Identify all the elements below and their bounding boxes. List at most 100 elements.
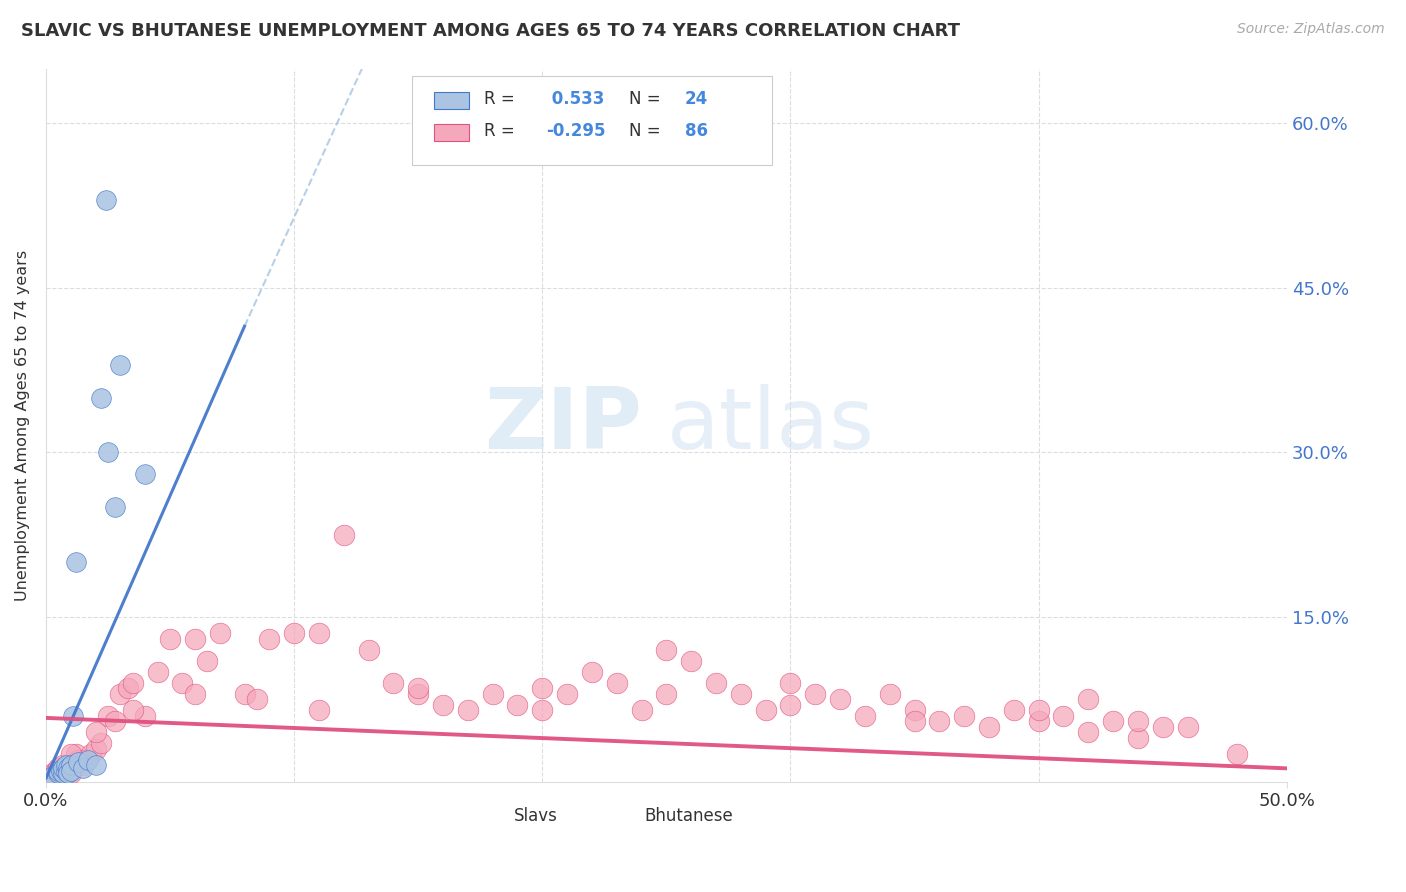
- Point: [42, 765, 65, 780]
- Text: Source: ZipAtlas.com: Source: ZipAtlas.com: [1237, 22, 1385, 37]
- Point: [581, 665, 603, 679]
- Point: [630, 703, 652, 717]
- FancyBboxPatch shape: [412, 76, 772, 165]
- Text: atlas: atlas: [666, 384, 875, 467]
- Point: [59, 764, 82, 778]
- Point: [1177, 720, 1199, 734]
- Point: [830, 692, 852, 706]
- Point: [84, 741, 107, 756]
- Point: [208, 626, 231, 640]
- Point: [406, 681, 429, 696]
- Point: [121, 703, 143, 717]
- Point: [977, 720, 1000, 734]
- Point: [308, 626, 330, 640]
- Point: [58, 761, 80, 775]
- Text: N =: N =: [628, 90, 661, 108]
- Point: [730, 687, 752, 701]
- Point: [55, 758, 77, 772]
- Text: R =: R =: [484, 121, 515, 139]
- Point: [58, 765, 80, 780]
- Point: [481, 687, 503, 701]
- Point: [77, 753, 100, 767]
- Point: [67, 753, 90, 767]
- Point: [79, 747, 101, 761]
- Point: [59, 758, 82, 772]
- Point: [48, 761, 70, 775]
- Point: [52, 765, 75, 780]
- Point: [55, 764, 77, 778]
- Bar: [434, 124, 470, 141]
- Point: [246, 692, 269, 706]
- Point: [432, 698, 454, 712]
- Point: [903, 703, 925, 717]
- Point: [903, 714, 925, 728]
- Point: [59, 747, 82, 761]
- Point: [333, 527, 356, 541]
- Point: [90, 391, 112, 405]
- Point: [406, 687, 429, 701]
- Point: [48, 765, 70, 780]
- Point: [97, 445, 120, 459]
- Text: 0.533: 0.533: [546, 90, 605, 108]
- Point: [121, 675, 143, 690]
- Point: [58, 764, 80, 778]
- Text: ZIP: ZIP: [484, 384, 641, 467]
- Point: [159, 632, 181, 646]
- Y-axis label: Unemployment Among Ages 65 to 74 years: Unemployment Among Ages 65 to 74 years: [15, 250, 30, 600]
- Point: [655, 643, 678, 657]
- Point: [62, 708, 84, 723]
- Point: [65, 747, 87, 761]
- Point: [879, 687, 901, 701]
- Point: [52, 765, 75, 780]
- Point: [172, 675, 194, 690]
- Point: [94, 193, 117, 207]
- Point: [184, 632, 207, 646]
- Point: [308, 703, 330, 717]
- Text: N =: N =: [628, 121, 661, 139]
- Point: [84, 758, 107, 772]
- Point: [804, 687, 827, 701]
- Point: [1126, 731, 1149, 745]
- Point: [506, 698, 529, 712]
- Point: [72, 761, 94, 775]
- Point: [704, 675, 727, 690]
- Point: [1028, 714, 1050, 728]
- Text: -0.295: -0.295: [546, 121, 606, 139]
- Point: [104, 714, 127, 728]
- Point: [49, 764, 72, 778]
- Bar: [481, 809, 508, 824]
- Point: [259, 632, 281, 646]
- Point: [655, 687, 678, 701]
- Point: [97, 708, 120, 723]
- Point: [55, 761, 77, 775]
- Text: Slavs: Slavs: [513, 806, 558, 825]
- Point: [283, 626, 305, 640]
- Point: [457, 703, 479, 717]
- Point: [1126, 714, 1149, 728]
- Point: [104, 500, 127, 515]
- Point: [1002, 703, 1025, 717]
- Point: [606, 675, 628, 690]
- Point: [49, 764, 72, 778]
- Point: [110, 358, 132, 372]
- Point: [853, 708, 876, 723]
- Text: 24: 24: [685, 90, 709, 108]
- Point: [48, 765, 70, 780]
- Text: R =: R =: [484, 90, 515, 108]
- Point: [1226, 747, 1249, 761]
- Point: [1152, 720, 1174, 734]
- Point: [357, 643, 380, 657]
- Point: [531, 681, 554, 696]
- Point: [90, 736, 112, 750]
- Point: [146, 665, 169, 679]
- Text: 86: 86: [685, 121, 709, 139]
- Point: [382, 675, 405, 690]
- Point: [928, 714, 950, 728]
- Point: [555, 687, 578, 701]
- Point: [681, 654, 703, 668]
- Point: [65, 555, 87, 569]
- Text: SLAVIC VS BHUTANESE UNEMPLOYMENT AMONG AGES 65 TO 74 YEARS CORRELATION CHART: SLAVIC VS BHUTANESE UNEMPLOYMENT AMONG A…: [21, 22, 960, 40]
- Point: [59, 758, 82, 772]
- Point: [779, 675, 801, 690]
- Point: [75, 753, 97, 767]
